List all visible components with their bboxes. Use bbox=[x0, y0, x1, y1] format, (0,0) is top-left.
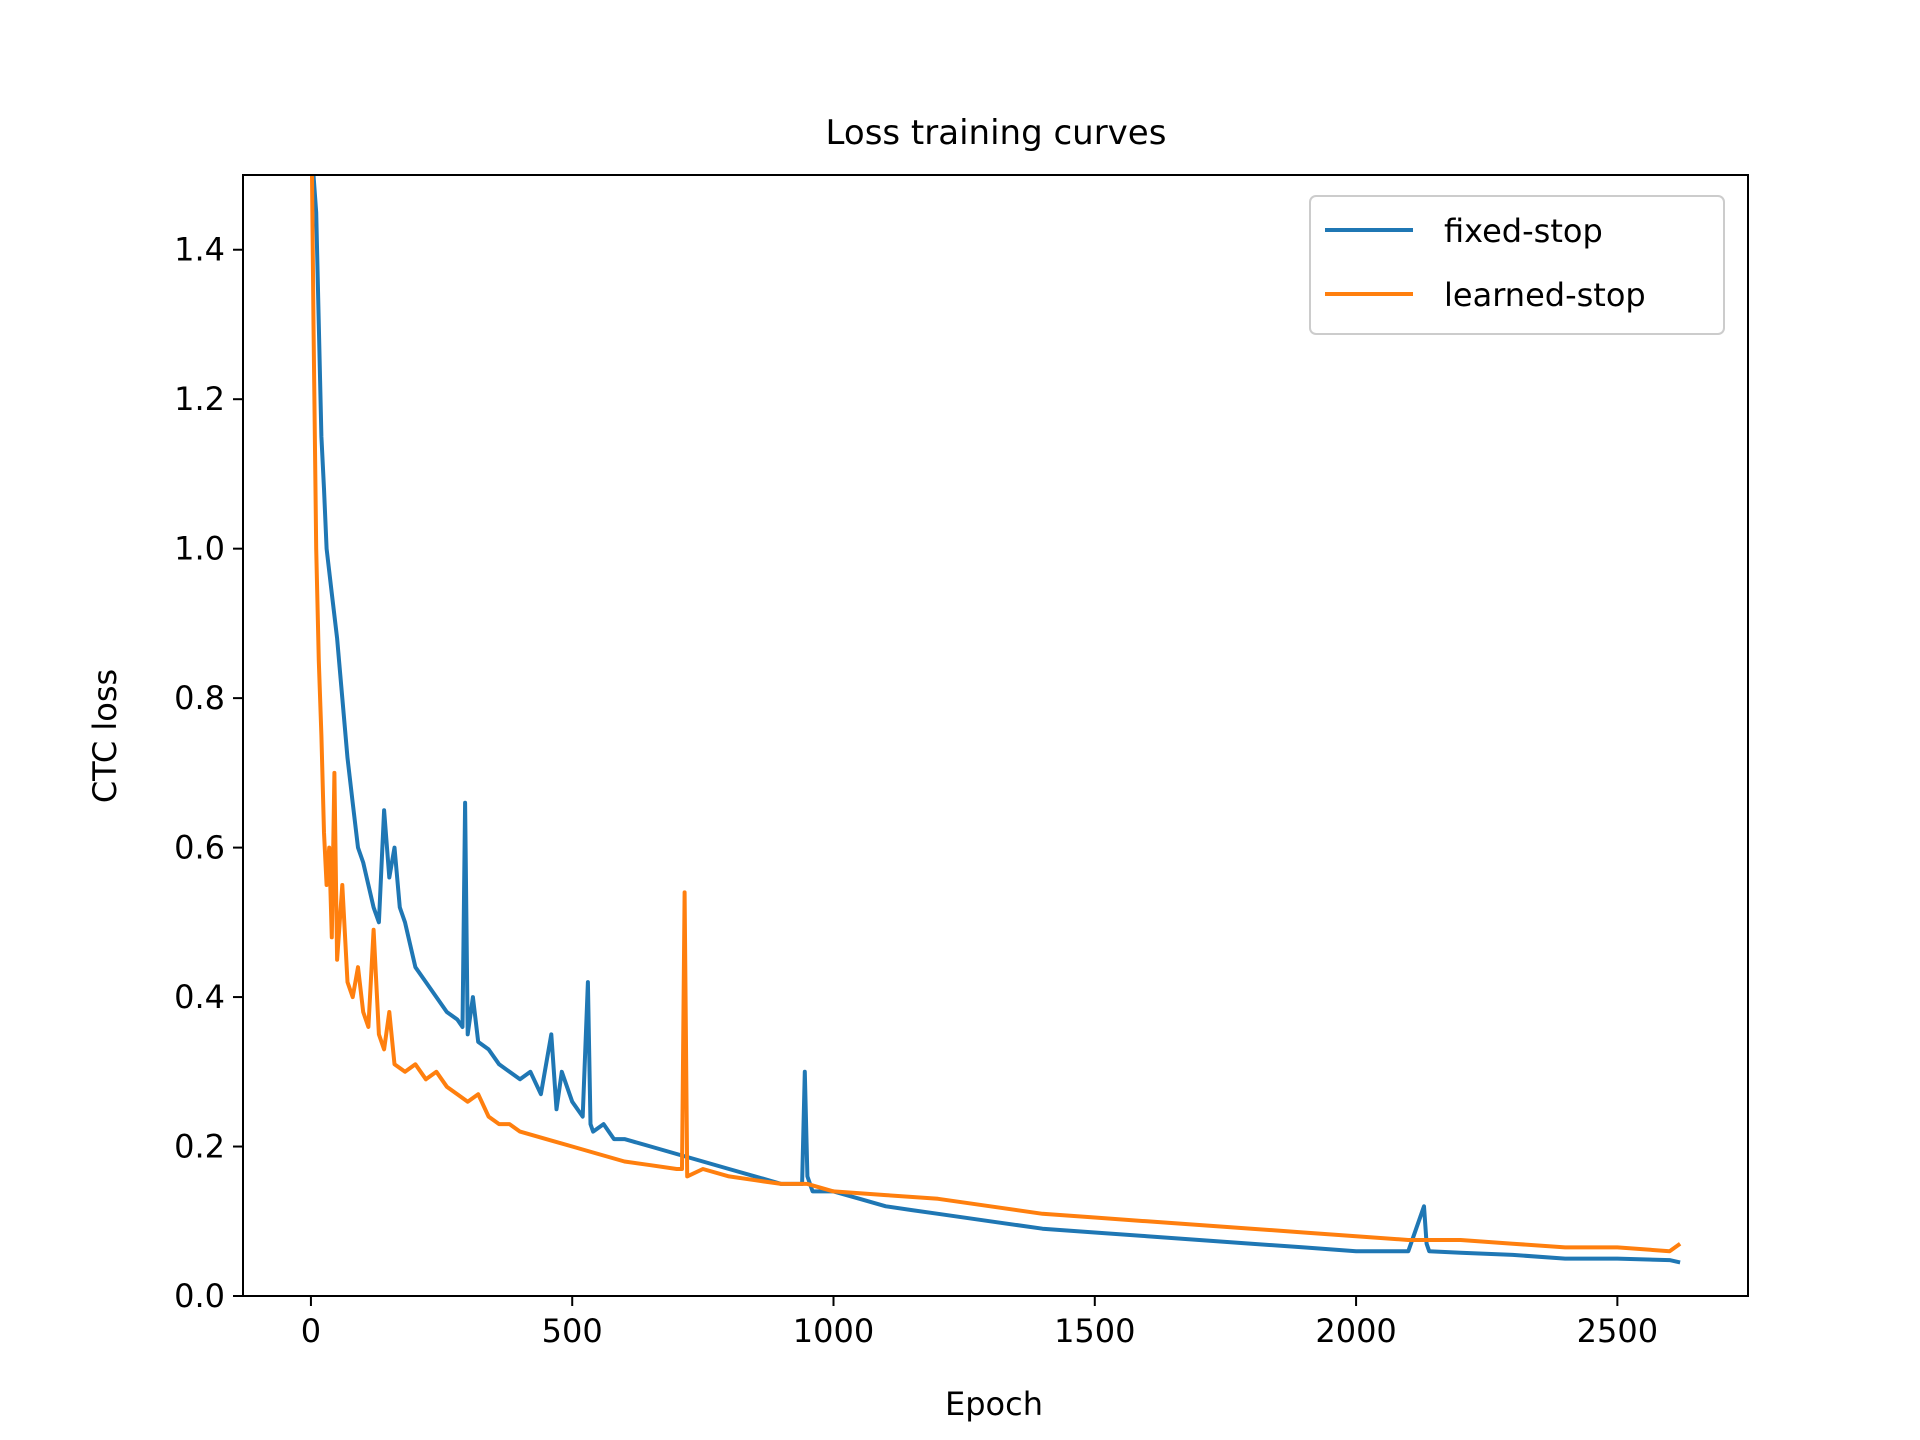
legend-label-fixed-stop: fixed-stop bbox=[1444, 212, 1603, 250]
y-tick-label: 0.0 bbox=[174, 1277, 225, 1315]
legend: fixed-stop learned-stop bbox=[1309, 195, 1725, 335]
x-tick-label: 2500 bbox=[1577, 1312, 1658, 1350]
y-axis-label: CTC loss bbox=[86, 669, 124, 803]
plot-frame bbox=[242, 174, 1749, 1297]
y-tick-label: 0.8 bbox=[174, 679, 225, 717]
series-line-learned-stop bbox=[310, 174, 1682, 1254]
y-tick-label: 0.6 bbox=[174, 829, 225, 867]
x-tick-label: 500 bbox=[542, 1312, 603, 1350]
x-tick-label: 0 bbox=[301, 1312, 321, 1350]
x-axis-ticks: 0 500 1000 1500 2000 2500 bbox=[301, 1296, 1658, 1350]
series-layer bbox=[310, 174, 1682, 1265]
y-tick-label: 1.4 bbox=[174, 231, 225, 269]
x-tick-label: 1000 bbox=[793, 1312, 874, 1350]
y-tick-label: 1.0 bbox=[174, 530, 225, 568]
chart-title: Loss training curves bbox=[826, 113, 1167, 153]
y-tick-label: 0.4 bbox=[174, 978, 225, 1016]
series-line-fixed-stop bbox=[311, 174, 1681, 1265]
y-axis-ticks: 0.0 0.2 0.4 0.6 0.8 1.0 1.2 1.4 bbox=[174, 231, 243, 1315]
x-tick-label: 2000 bbox=[1315, 1312, 1396, 1350]
y-tick-label: 1.2 bbox=[174, 380, 225, 418]
x-tick-label: 1500 bbox=[1054, 1312, 1135, 1350]
x-axis-label: Epoch bbox=[945, 1385, 1043, 1423]
y-tick-label: 0.2 bbox=[174, 1128, 225, 1166]
legend-label-learned-stop: learned-stop bbox=[1444, 276, 1646, 314]
legend-box bbox=[1309, 195, 1725, 335]
